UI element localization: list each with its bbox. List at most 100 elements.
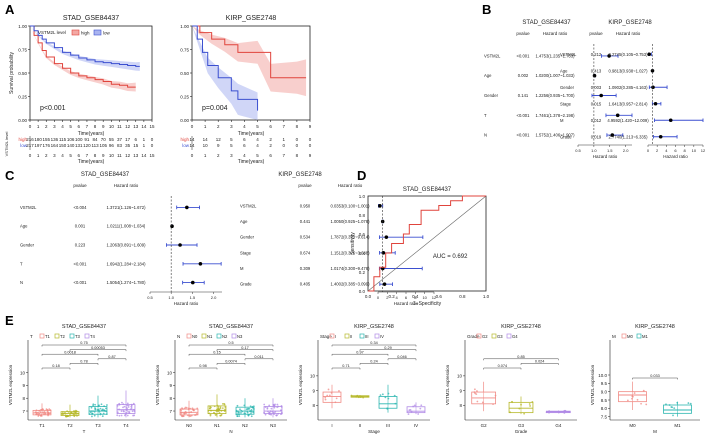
box-ytick-label: 8: [22, 396, 25, 401]
forest-point: [170, 224, 174, 228]
box-jitter-point: [132, 414, 135, 417]
box-jitter-point: [101, 409, 104, 412]
risk-cell: 0: [296, 143, 299, 148]
forest-row-hr: 1.7872(0.323~9.614): [330, 235, 370, 240]
km-xlabel: Time(years): [238, 131, 265, 137]
km-ylabel: Survival probability: [9, 52, 15, 94]
box-title: STAD_GSE84437: [209, 324, 253, 330]
risk-cell: 9: [217, 143, 220, 148]
roc-plot-D1: STAD_GSE84437 0.0 0.2 0.4 0.6 0.8 1.0 0.0 0.2 0.4…: [350, 187, 490, 307]
forest-point: [198, 262, 203, 266]
box-jitter-point: [126, 409, 128, 412]
risk-xtick-label: 3: [230, 153, 233, 158]
box-jitter-point: [182, 415, 185, 418]
box-legend-swatch: [231, 333, 237, 339]
box-jitter-point: [276, 403, 279, 406]
box-jitter-point: [665, 403, 667, 406]
box-jitter-point: [132, 402, 135, 405]
box-jitter-point: [219, 406, 222, 409]
box-jitter-point: [393, 394, 396, 397]
box-xtick-label: IV: [414, 423, 418, 428]
box-jitter-point: [220, 409, 223, 412]
box-jitter-point: [334, 401, 337, 404]
box-jitter-point: [386, 407, 389, 410]
box-jitter-point: [636, 398, 639, 401]
box-jitter-point: [264, 406, 267, 408]
forest-xlabel: Hazard ratio: [174, 301, 199, 306]
forest-point: [178, 243, 182, 247]
forest-col-hr: Hazard ratio: [114, 183, 139, 188]
forest-col-hr: Hazard ratio: [338, 183, 363, 188]
box-jitter-point: [102, 412, 105, 415]
box-ylabel: VSTM2L expression: [8, 364, 13, 405]
box-plot-E1: STAD_GSE84437 T T1 T2 T3 T4 7 8 9 10 VSTM2L expres…: [8, 324, 140, 434]
roc-xtick-label: 0.0: [365, 294, 372, 299]
box-legend-label: N0: [192, 334, 198, 339]
box-comparison-bracket: [244, 358, 274, 361]
box-legend-swatch: [39, 333, 45, 339]
roc-ylabel: Sensitivity: [350, 232, 356, 255]
forest-row-name: Gender: [20, 243, 35, 248]
box-ytick-label: 7.5: [601, 414, 608, 419]
box-jitter-point: [129, 408, 132, 411]
forest-col-p: pvalue: [73, 183, 87, 188]
box-ytick-label: 9: [169, 383, 172, 388]
box-jitter-point: [235, 409, 238, 412]
risk-cell: 83: [117, 143, 123, 148]
box-legend-title: Grade: [467, 334, 480, 339]
box-legend-label: T3: [75, 334, 81, 339]
km-pvalue: p=0.004: [202, 105, 228, 112]
km-ytick-label: 1.00: [18, 24, 27, 29]
risk-xlabel: Time(years): [78, 159, 105, 165]
box-jitter-point: [91, 412, 94, 415]
risk-cell: 2: [269, 137, 272, 142]
forest-row-hr: 1.0211(1.008~1.034): [107, 224, 146, 229]
box-jitter-point: [75, 410, 78, 413]
forest-point: [599, 93, 603, 98]
risk-cell: 14: [203, 137, 209, 142]
km-curve-low: [192, 25, 259, 111]
km-ytick-label: 0.25: [180, 95, 189, 100]
box-jitter-point: [94, 403, 96, 406]
box-jitter-point: [250, 408, 253, 411]
box-jitter-point: [126, 404, 129, 407]
km-ytick-label: 1.00: [180, 24, 189, 29]
box-jitter-point: [531, 400, 534, 403]
forest-row-p: <0.004: [74, 205, 88, 210]
risk-cell: 6: [134, 137, 137, 142]
forest-row-name: VSTM2L: [240, 203, 257, 208]
box-legend-label: II: [350, 334, 352, 339]
box-jitter-point: [272, 411, 275, 414]
forest-row-name: Age: [484, 73, 492, 78]
box-jitter-point: [248, 407, 251, 410]
forest-xtick-label: 0: [647, 148, 650, 153]
risk-cell: 1: [143, 143, 146, 148]
risk-cell: 5: [230, 137, 233, 142]
risk-cell: 164: [51, 143, 59, 148]
box-xtick-label: T1: [39, 423, 45, 428]
risk-cell: 70: [101, 137, 107, 142]
box-jitter-point: [248, 413, 251, 416]
box-jitter-point: [181, 414, 184, 417]
risk-cell: 91: [84, 137, 90, 142]
box-comparison-pvalue: 0.0018: [64, 350, 76, 354]
box-jitter-point: [350, 394, 353, 397]
box-ytick-label: 10: [167, 370, 173, 375]
box-jitter-point: [523, 412, 526, 415]
forest-xtick-label: 4: [665, 148, 668, 153]
box-jitter-point: [568, 411, 571, 413]
forest-row-hr: 1.4753(1.235~1.763): [535, 53, 575, 58]
box-jitter-point: [324, 396, 327, 399]
risk-xtick-label: 14: [141, 153, 147, 158]
box-jitter-point: [633, 392, 636, 394]
box-legend-swatch: [329, 333, 335, 339]
box-jitter-point: [124, 413, 127, 416]
box-jitter-point: [67, 411, 70, 413]
forest-row-p: 0.950: [300, 203, 311, 208]
km-xtick-label: 15: [149, 124, 155, 129]
box-comparison-pvalue: 0.024: [535, 360, 545, 364]
box-title: KIRP_GSE2748: [501, 324, 541, 330]
forest-xtick-label: 0.5: [575, 148, 581, 153]
box-jitter-point: [494, 394, 497, 397]
